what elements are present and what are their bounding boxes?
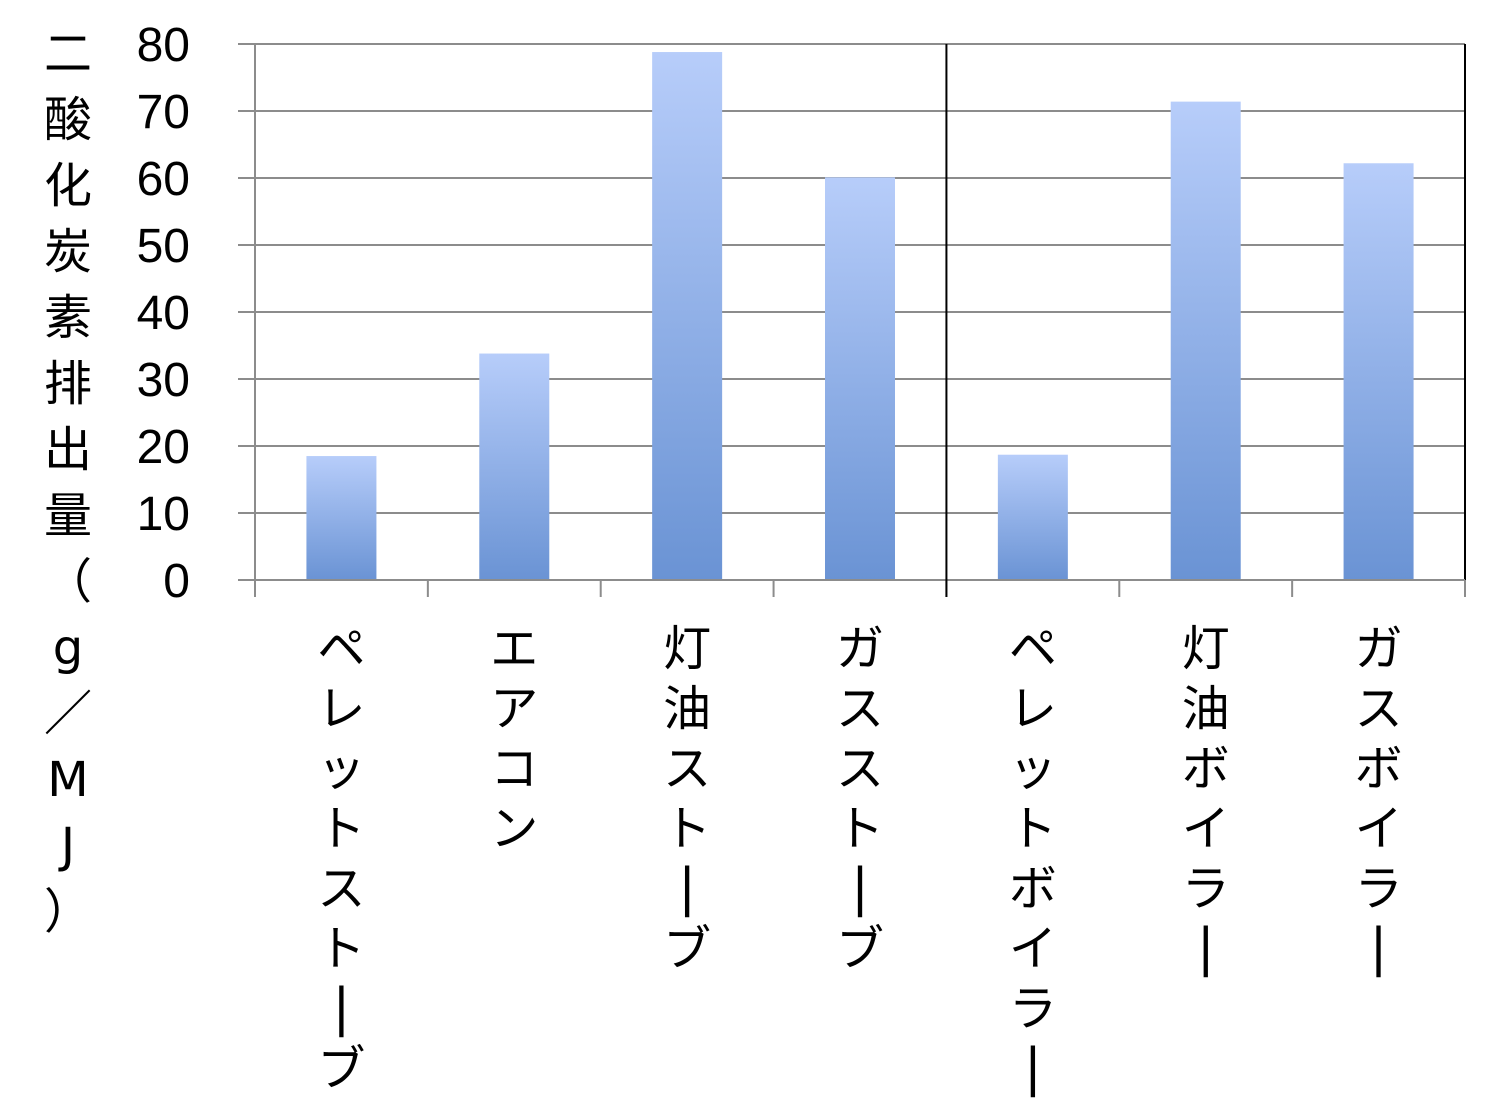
bar (479, 353, 550, 580)
y-tick-label: 20 (137, 421, 190, 474)
y-tick-label: 0 (163, 555, 190, 608)
bar (1343, 163, 1414, 580)
x-category-labels: ペレットスト|ブ エアコン 灯油スト|ブ ガススト|ブ ペレットボイラ| 灯油ボイラ| ガス… (317, 621, 1402, 1098)
bar (306, 456, 377, 580)
y-axis-label: 二酸化炭素排出量（ g ／ M J） (44, 26, 92, 940)
x-category-label: ガスボイラ| (1355, 621, 1403, 978)
axes (238, 43, 1466, 597)
x-category-label: 灯油ボイラ| (1182, 621, 1230, 978)
y-tick-labels: 0 10 20 30 40 50 60 70 80 (137, 19, 190, 608)
y-tick-label: 60 (137, 153, 190, 206)
bar (652, 52, 723, 581)
bar (825, 177, 895, 580)
y-tick-label: 50 (137, 220, 190, 273)
x-category-label: ガススト|ブ (836, 621, 884, 977)
bar (997, 454, 1068, 580)
x-category-label: 灯油スト|ブ (663, 621, 711, 977)
y-tick-label: 70 (137, 86, 190, 139)
x-category-label: ペレットスト|ブ (317, 621, 365, 1097)
bar (1170, 101, 1241, 581)
y-tick-label: 30 (137, 354, 190, 407)
x-category-label: ペレットボイラ| (1009, 621, 1057, 1098)
y-tick-label: 80 (137, 19, 190, 72)
y-tick-label: 10 (137, 488, 190, 541)
y-tick-label: 40 (137, 287, 190, 340)
bars (306, 52, 1414, 581)
y-axis-title: 二酸化炭素排出量（ g ／ M J） (44, 26, 92, 940)
x-category-label: エアコン (490, 621, 538, 857)
